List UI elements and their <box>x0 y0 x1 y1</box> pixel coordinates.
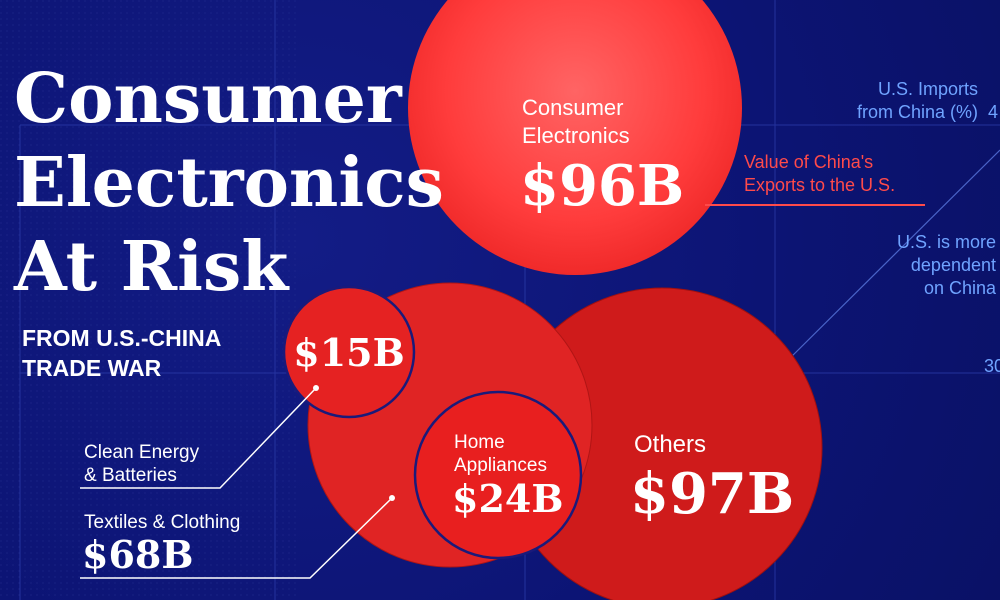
bubble-consumer-electronics <box>408 0 742 275</box>
textiles-leader-line <box>80 497 393 579</box>
dot-texture <box>0 0 300 600</box>
title-line-3: At Risk <box>13 227 290 307</box>
textiles-label: Textiles & Clothing <box>84 512 240 533</box>
home-appliances-value: $24B <box>452 476 563 521</box>
dependent-annotation-3: on China <box>924 278 997 298</box>
consumer-electronics-label-1: Consumer <box>522 95 623 120</box>
dependent-annotation-2: dependent <box>911 255 996 275</box>
subtitle-line-2: TRADE WAR <box>22 355 162 381</box>
textiles-value: $68B <box>82 532 193 577</box>
trend-line <box>779 149 1000 369</box>
axis-label-2: from China (%) <box>857 102 978 122</box>
axis-tick-bottom: 30 <box>984 356 1000 376</box>
title-line-2: Electronics <box>14 143 444 223</box>
axis-label-1: U.S. Imports <box>878 79 978 99</box>
bubble-clean-energy <box>282 285 416 419</box>
home-appliances-label-2: Appliances <box>454 455 547 476</box>
dependent-annotation-1: U.S. is more <box>897 232 996 252</box>
title-line-1: Consumer <box>14 59 403 139</box>
bubble-home-appliances <box>413 390 583 560</box>
others-value: $97B <box>630 461 794 527</box>
clean-energy-label-2: & Batteries <box>84 465 177 486</box>
clean-energy-value: $15B <box>293 330 404 375</box>
clean-energy-leader-dot <box>313 385 319 391</box>
value-annotation-1: Value of China's <box>744 152 873 172</box>
axis-tick-top: 4 <box>988 102 998 122</box>
consumer-electronics-value: $96B <box>520 153 684 219</box>
value-annotation-2: Exports to the U.S. <box>744 175 895 195</box>
subtitle-line-1: FROM U.S.-CHINA <box>22 325 221 351</box>
home-appliances-label-1: Home <box>454 432 505 453</box>
others-label: Others <box>634 431 706 458</box>
clean-energy-label-1: Clean Energy <box>84 442 200 463</box>
textiles-leader-dot <box>389 495 395 501</box>
clean-energy-leader-line <box>80 387 317 489</box>
consumer-electronics-label-2: Electronics <box>522 123 630 148</box>
